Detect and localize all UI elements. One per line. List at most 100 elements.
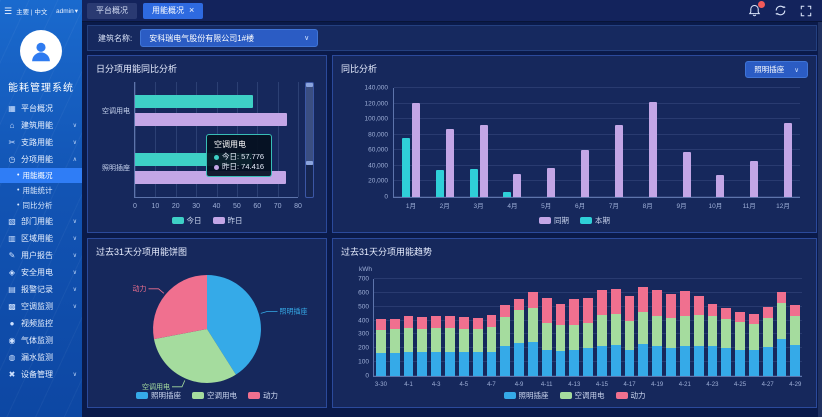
bar-stack [692,279,706,376]
bar-segment [403,351,414,376]
sidebar-item-gas-monitor[interactable]: ◉ 气体监测 [0,332,82,349]
sidebar-item-label: 空调监测 [21,302,53,311]
device-manage-icon: ✖ [8,370,16,379]
bar-segment [790,316,801,346]
axis-tick-label: 4月 [507,203,518,210]
pie-label-line [172,380,186,388]
legend-item[interactable]: 今日 [171,215,202,226]
sidebar-subitem[interactable]: • 同比分析 [0,198,82,213]
notification-bell-icon[interactable] [748,1,765,17]
alarm-log-icon: ▤ [8,285,16,294]
bar [614,124,623,197]
legend-item[interactable]: 照明插座 [136,390,181,401]
building-select[interactable]: 安科瑞电气股份有限公司1#楼 ∨ [140,29,319,47]
sidebar-item-device-manage[interactable]: ✖ 设备管理 ∨ [0,366,82,383]
bar-stack [719,279,733,376]
bar-segment [652,315,663,346]
user-menu[interactable]: admin ▾ [56,7,78,16]
tab-active[interactable]: 用能概况 × [143,2,204,19]
sidebar-menu: ▦ 平台概况 ⌂ 建筑用能 ∨ ✂ 支路用能 ∨ ◷ 分项用能 ∧ • 用能概况 • 用能统计 • 同比分析 ▧ 部… [0,100,82,417]
refresh-icon[interactable] [774,4,787,17]
bar-segment [748,314,759,325]
bar-segment [666,317,676,348]
bar-segment [376,353,386,376]
legend-item[interactable]: 空调用电 [192,390,237,401]
bar-segment [583,322,593,349]
datazoom-handle-top[interactable] [306,83,313,87]
menu-icon[interactable]: ☰ [4,5,13,16]
datazoom-handle-bottom[interactable] [306,161,313,166]
topbar-icons [748,1,812,17]
bar [750,161,759,197]
sidebar-item-subitem[interactable]: ◷ 分项用能 ∧ [0,151,82,168]
locale-switcher[interactable]: 主要 | 中文 [16,9,48,16]
avatar-wrap [0,30,82,72]
close-icon[interactable]: × [189,5,195,15]
legend-label: 照明插座 [151,391,181,400]
legend-swatch [559,392,572,399]
bar-group: 1月 [394,88,428,210]
sidebar-subitem[interactable]: • 用能概况 [0,168,82,183]
building-filter-bar: 建筑名称: 安科瑞电气股份有限公司1#楼 ∨ [87,25,817,51]
sidebar-subitem[interactable]: • 用能统计 [0,183,82,198]
legend-swatch [580,217,592,224]
sidebar-item-label: 气体监测 [21,336,53,345]
bar-segment [762,306,773,318]
axis-unit-label: kWh [359,266,372,273]
legend-swatch [212,217,225,224]
legend-item[interactable]: 同期 [539,215,569,226]
sidebar-item-report[interactable]: ✎ 用户报告 ∨ [0,247,82,264]
bar-segment [624,321,635,350]
bar-segment [389,328,400,354]
datazoom-slider[interactable] [305,82,314,198]
legend-item[interactable]: 动力 [615,390,646,401]
page-scrollbar[interactable] [818,22,822,417]
sidebar-item-leak-monitor[interactable]: ◍ 漏水监测 [0,349,82,366]
legend-item[interactable]: 昨日 [212,215,243,226]
axis-tick-label: 10 [151,203,160,210]
sidebar-item-branch[interactable]: ✂ 支路用能 ∨ [0,134,82,151]
gridline [394,164,800,166]
bar-segment [776,303,787,340]
bar-segment [790,345,801,376]
sidebar-item-camera[interactable]: ● 视频监控 [0,315,82,332]
sidebar-item-hvac-monitor[interactable]: ▩ 空调监测 ∨ [0,298,82,315]
sidebar-item-building[interactable]: ⌂ 建筑用能 ∨ [0,117,82,134]
bar-slot [479,88,488,197]
tab[interactable]: 平台概况 [87,2,137,19]
bar-stack [636,279,650,376]
bar-segment [679,346,690,376]
bar-group: 10月 [698,88,732,210]
sidebar-item-safety[interactable]: ◈ 安全用电 ∨ [0,264,82,281]
fullscreen-icon[interactable] [800,5,812,17]
bar-segment [693,315,704,346]
axis-tick-label: 4-3 [431,382,441,388]
gridline [155,82,157,197]
bar-segment [472,352,483,376]
sidebar-item-department[interactable]: ▧ 部门用能 ∨ [0,213,82,230]
axis-tick-label: 120,000 [364,100,389,108]
avatar[interactable] [20,30,62,72]
pie-slice [154,329,236,383]
legend-item[interactable]: 本期 [580,215,610,226]
series-select[interactable]: 照明插座 ∨ [745,61,808,78]
pie-slice [207,275,261,375]
tooltip-row: 今日: 57.776 [214,152,264,162]
plot-area: 0 20,000 40,000 60,000 80,000 100,000 120,000 1… [365,85,800,210]
sidebar-item-dashboard[interactable]: ▦ 平台概况 [0,100,82,117]
axis-tick-label: 4-9 [514,382,524,388]
legend-item[interactable]: 照明插座 [503,390,549,401]
legend-item[interactable]: 动力 [248,390,278,401]
axis-tick-label: 9月 [676,203,687,210]
datazoom-window[interactable] [306,83,313,166]
bar-segment [583,348,593,376]
camera-icon: ● [9,319,15,328]
sidebar-item-alarm-log[interactable]: ▤ 报警记录 ∨ [0,281,82,298]
sidebar-item-region[interactable]: ▥ 区域用能 ∨ [0,230,82,247]
axis-tick-label: 30 [192,203,201,210]
sidebar-item-label: 支路用能 [21,138,53,147]
bar [469,168,478,197]
bar-segment [735,349,745,376]
legend-item[interactable]: 空调用电 [559,390,605,401]
